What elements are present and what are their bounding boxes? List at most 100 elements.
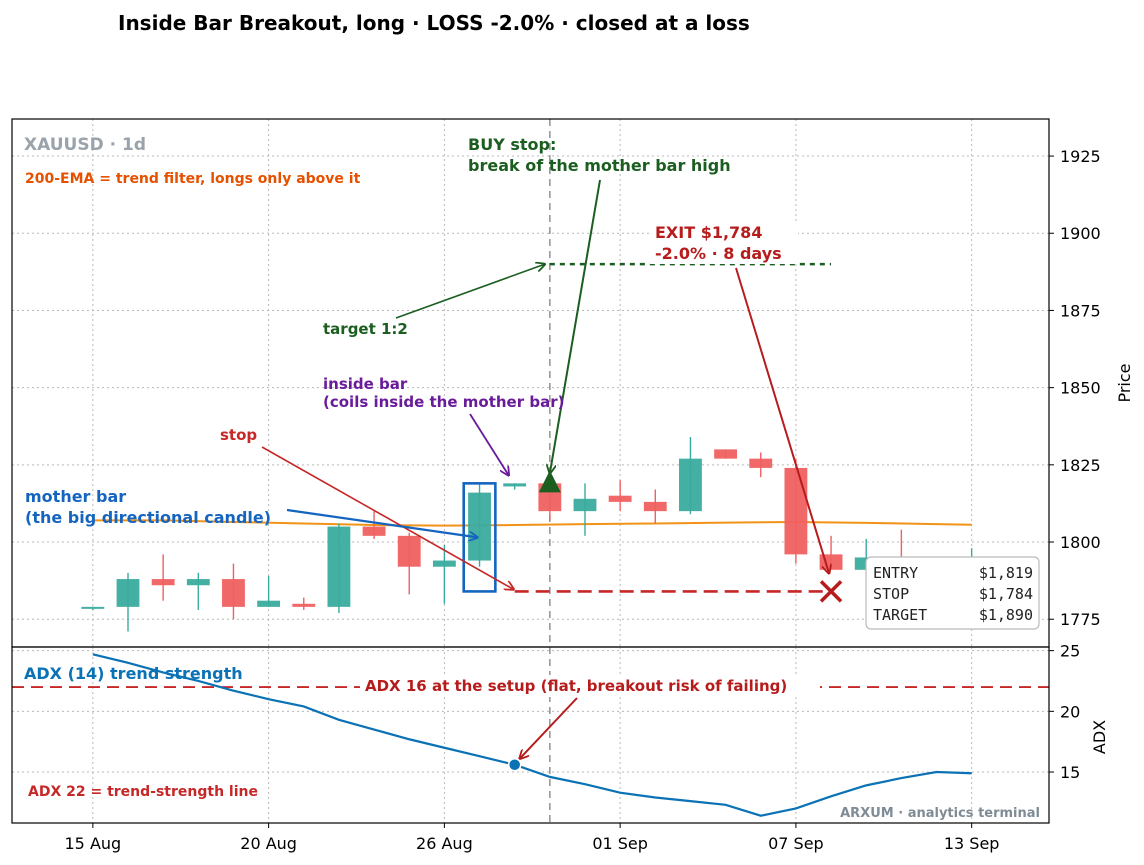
target-arrow	[395, 264, 545, 319]
inside-bar-label-line1: inside bar	[323, 375, 408, 393]
inside-bar-arrow	[469, 413, 509, 475]
candle-body	[116, 579, 140, 607]
levels-target-label: TARGET	[873, 606, 927, 624]
candle-body	[749, 458, 773, 468]
candle	[257, 575, 281, 607]
mother-bar-arrow	[286, 508, 478, 537]
levels-target-value: $1,890	[979, 606, 1033, 624]
levels-entry-label: ENTRY	[873, 564, 918, 582]
candle	[679, 437, 702, 515]
candle-body	[679, 458, 702, 512]
candle	[186, 572, 210, 610]
entry-marker	[538, 470, 561, 493]
candle-body	[186, 579, 210, 586]
adx-label: ADX (14) trend strength	[24, 664, 243, 683]
mother-bar-label-line1: mother bar	[25, 487, 126, 506]
candle	[749, 452, 773, 478]
exit-label-bg	[650, 222, 798, 264]
x-axis: 15 Aug 20 Aug 26 Aug 01 Sep 07 Sep 13 Sep	[65, 823, 1000, 853]
price-axis-label: Price	[1115, 363, 1134, 402]
ema200-line	[92, 519, 972, 527]
candle-body	[573, 498, 597, 512]
adx-line	[92, 653, 972, 817]
price-tick-label: 1800	[1060, 533, 1101, 552]
candle-body	[151, 579, 175, 586]
ema-note: 200-EMA = trend filter, longs only above…	[25, 171, 361, 187]
candle	[714, 449, 738, 459]
candle	[397, 532, 421, 595]
candle	[503, 483, 527, 490]
target-label: target 1:2	[323, 320, 408, 338]
adx-threshold-label: ADX 22 = trend-strength line	[28, 784, 258, 800]
price-tick-label: 1825	[1060, 456, 1101, 475]
candle	[468, 483, 491, 567]
candle-body	[292, 603, 316, 607]
adx-setup-label: ADX 16 at the setup (flat, breakout risk…	[365, 677, 787, 695]
candle-body	[608, 495, 632, 502]
x-tick-label: 01 Sep	[592, 834, 648, 853]
candle	[643, 489, 667, 524]
price-marks	[81, 119, 984, 647]
candle	[608, 480, 632, 512]
candle-body	[222, 579, 245, 607]
symbol-label: XAUUSD · 1d	[24, 135, 146, 155]
candle	[432, 545, 456, 604]
candle-body	[362, 526, 386, 536]
exit-marker	[819, 580, 843, 603]
candle	[116, 572, 140, 632]
price-tick-label: 1850	[1060, 379, 1101, 398]
mother-bar-label-line2: (the big directional candle)	[25, 508, 271, 527]
candle	[327, 523, 351, 614]
price-tick-label: 1775	[1060, 610, 1101, 629]
adx-setup-point	[507, 757, 522, 772]
candle-body	[643, 501, 667, 512]
candle	[292, 597, 316, 610]
adx-setup-arrow	[520, 697, 578, 759]
exit-label-line1: EXIT $1,784	[655, 223, 762, 242]
x-tick-label: 07 Sep	[768, 834, 824, 853]
candle-body	[432, 560, 456, 567]
candle	[222, 563, 245, 620]
candle-body	[468, 492, 491, 561]
levels-stop-label: STOP	[873, 585, 909, 603]
price-tick-label: 1925	[1060, 147, 1101, 166]
adx-setup-label-bg	[360, 675, 820, 697]
buy-stop-label-line1: BUY stop:	[468, 135, 556, 154]
adx-panel-frame	[11, 646, 1050, 824]
stop-label: stop	[220, 426, 257, 444]
exit-label-line2: -2.0% · 8 days	[655, 244, 782, 263]
price-axis: 1775 1800 1825 1850 1875 1900 1925	[1049, 147, 1101, 629]
candle	[784, 458, 808, 564]
candle-body	[714, 449, 738, 459]
adx-tick-label: 25	[1060, 642, 1080, 661]
footer-brand: ARXUM · analytics terminal	[840, 806, 1040, 821]
adx-axis: 15 20 25	[1049, 642, 1080, 782]
candle-body	[503, 483, 527, 487]
inside-bar-label-line2: (coils inside the mother bar)	[323, 393, 564, 411]
stop-arrow	[261, 446, 514, 589]
chart-title: Inside Bar Breakout, long · LOSS -2.0% ·…	[118, 11, 750, 35]
candle-body	[327, 526, 351, 607]
price-tick-label: 1875	[1060, 301, 1101, 320]
candle-body	[257, 600, 281, 607]
candle-body	[397, 535, 421, 567]
mother-bar-box	[462, 482, 497, 593]
adx-axis-label: ADX	[1090, 720, 1109, 754]
candle-body	[81, 606, 105, 609]
x-tick-label: 15 Aug	[65, 834, 122, 853]
levels-entry-value: $1,819	[979, 564, 1033, 582]
candle	[362, 511, 386, 539]
candle-body	[784, 467, 808, 555]
levels-box: ENTRY $1,819 STOP $1,784 TARGET $1,890	[865, 556, 1040, 630]
adx-tick-label: 20	[1060, 702, 1080, 721]
x-tick-label: 20 Aug	[240, 834, 297, 853]
exit-arrow	[735, 267, 829, 573]
adx-tick-label: 15	[1060, 763, 1080, 782]
buy-stop-arrow	[550, 179, 601, 473]
candle	[151, 554, 175, 601]
x-tick-label: 13 Sep	[944, 834, 1000, 853]
candle	[81, 606, 105, 610]
candle	[573, 483, 597, 536]
buy-stop-label-line2: break of the mother bar high	[468, 156, 731, 175]
